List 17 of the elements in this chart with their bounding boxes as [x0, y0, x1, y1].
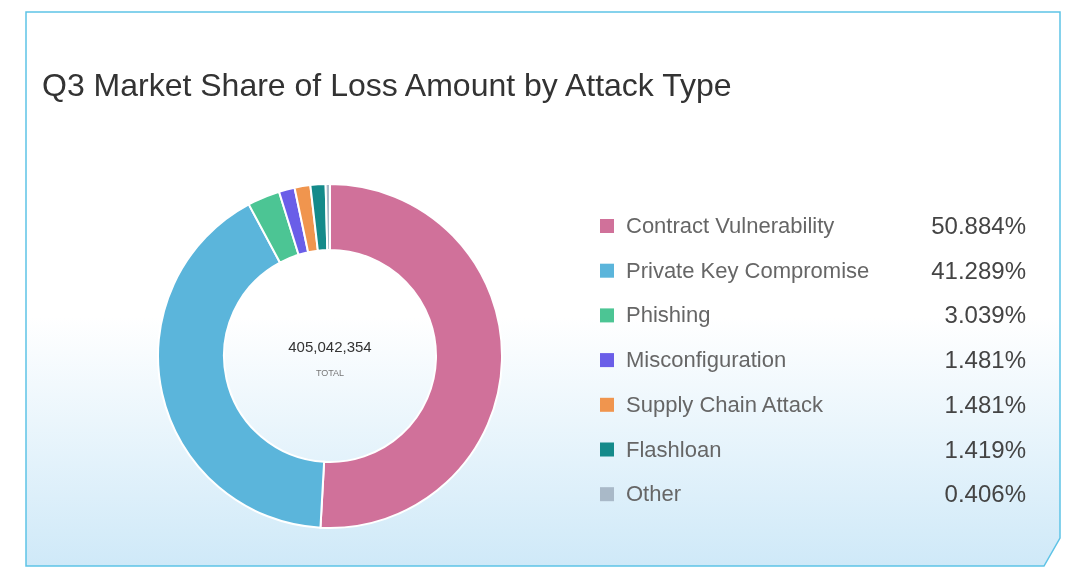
data-label: 41.289% — [931, 256, 1026, 284]
legend-label: Private Key Compromise — [626, 257, 870, 283]
text: TOTAL — [315, 368, 345, 378]
data-label: 3.039% — [944, 301, 1026, 329]
data-label: 1.419% — [944, 435, 1026, 463]
data-label: 1.481% — [944, 346, 1026, 374]
data-label: 1.481% — [944, 390, 1026, 418]
legend-label: Flashloan — [626, 436, 722, 462]
legend-label: Contract Vulnerability — [626, 213, 835, 238]
legend-label: Phishing — [626, 302, 711, 328]
data-label: 0.406% — [944, 480, 1026, 508]
legend-label: Other — [626, 481, 682, 507]
data-label: 50.884% — [931, 212, 1026, 239]
legend-label: Misconfiguration — [626, 347, 787, 373]
legend-label: Supply Chain Attack — [626, 391, 824, 417]
text: 405,042,354 — [288, 338, 372, 355]
chart-title: Q3 Market Share of Loss Amount by Attack Type — [42, 67, 732, 103]
